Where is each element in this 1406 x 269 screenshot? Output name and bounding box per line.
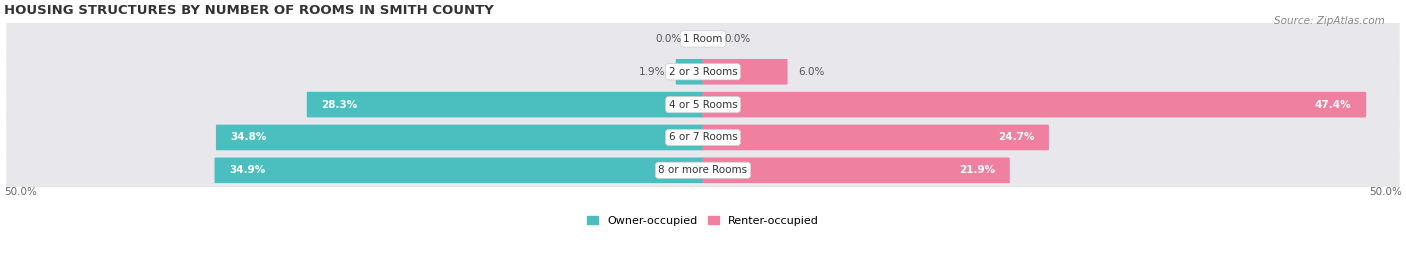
- Text: Source: ZipAtlas.com: Source: ZipAtlas.com: [1274, 16, 1385, 26]
- FancyBboxPatch shape: [676, 59, 703, 84]
- Text: 21.9%: 21.9%: [959, 165, 995, 175]
- Text: 50.0%: 50.0%: [4, 187, 37, 197]
- Text: 6.0%: 6.0%: [799, 67, 824, 77]
- Text: 34.8%: 34.8%: [231, 132, 267, 143]
- Text: 47.4%: 47.4%: [1315, 100, 1351, 109]
- FancyBboxPatch shape: [703, 59, 787, 84]
- Text: 6 or 7 Rooms: 6 or 7 Rooms: [669, 132, 737, 143]
- FancyBboxPatch shape: [6, 19, 1400, 59]
- Text: 50.0%: 50.0%: [1369, 187, 1402, 197]
- FancyBboxPatch shape: [217, 125, 703, 150]
- Text: 8 or more Rooms: 8 or more Rooms: [658, 165, 748, 175]
- Text: HOUSING STRUCTURES BY NUMBER OF ROOMS IN SMITH COUNTY: HOUSING STRUCTURES BY NUMBER OF ROOMS IN…: [4, 4, 494, 17]
- Text: 34.9%: 34.9%: [229, 165, 266, 175]
- Text: 2 or 3 Rooms: 2 or 3 Rooms: [669, 67, 737, 77]
- Text: 0.0%: 0.0%: [724, 34, 751, 44]
- FancyBboxPatch shape: [6, 52, 1400, 92]
- FancyBboxPatch shape: [703, 125, 1049, 150]
- Text: 24.7%: 24.7%: [998, 132, 1035, 143]
- Legend: Owner-occupied, Renter-occupied: Owner-occupied, Renter-occupied: [582, 211, 824, 231]
- Text: 4 or 5 Rooms: 4 or 5 Rooms: [669, 100, 737, 109]
- Text: 28.3%: 28.3%: [322, 100, 357, 109]
- FancyBboxPatch shape: [6, 150, 1400, 190]
- FancyBboxPatch shape: [215, 157, 703, 183]
- FancyBboxPatch shape: [703, 157, 1010, 183]
- FancyBboxPatch shape: [307, 92, 703, 118]
- FancyBboxPatch shape: [6, 84, 1400, 125]
- FancyBboxPatch shape: [6, 118, 1400, 157]
- Text: 0.0%: 0.0%: [655, 34, 682, 44]
- Text: 1.9%: 1.9%: [638, 67, 665, 77]
- FancyBboxPatch shape: [703, 92, 1367, 118]
- Text: 1 Room: 1 Room: [683, 34, 723, 44]
